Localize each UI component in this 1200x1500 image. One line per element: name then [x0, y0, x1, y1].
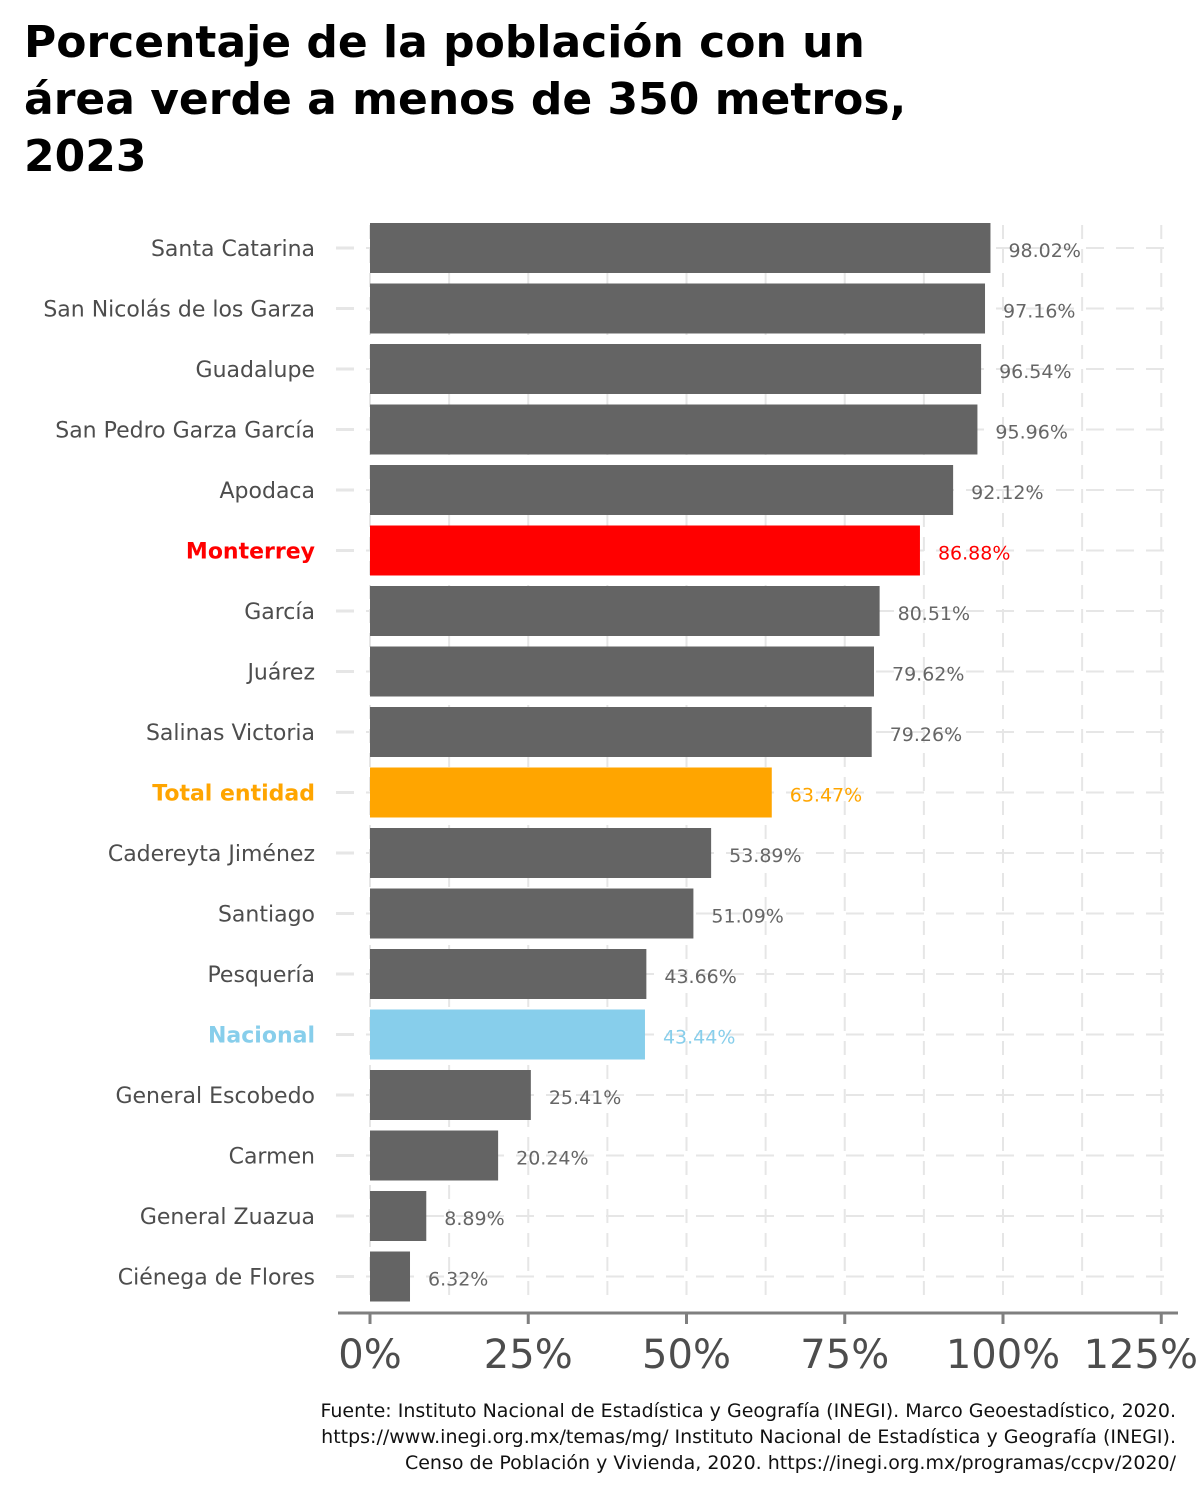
- value-label: 79.26%: [890, 724, 962, 746]
- bar: [370, 404, 978, 455]
- bar: [370, 586, 880, 636]
- bar-chart: Santa Catarina San Nicolás de los Garza Gu…: [43, 223, 1198, 1378]
- category-label: Santiago: [218, 903, 315, 928]
- bar: [370, 1070, 531, 1120]
- x-tick-label: 75%: [800, 1332, 889, 1378]
- category-label: General Escobedo: [115, 1084, 315, 1109]
- category-label: Cadereyta Jiménez: [108, 842, 315, 867]
- value-label: 86.88%: [938, 543, 1010, 565]
- category-label: Carmen: [229, 1145, 315, 1170]
- chart-title-line: Porcentaje de la población con un: [24, 17, 865, 68]
- x-axis: 0% 25% 50% 75% 100% 125%: [336, 246, 1198, 1378]
- value-label: 25.41%: [549, 1087, 621, 1109]
- x-tick-label: 25%: [484, 1332, 573, 1378]
- value-label: 6.32%: [428, 1269, 488, 1291]
- bars: [370, 223, 991, 1302]
- chart-title-line: 2023: [24, 131, 147, 182]
- category-label: General Zuazua: [140, 1205, 315, 1230]
- bar: [370, 1130, 499, 1181]
- category-label: Guadalupe: [196, 358, 315, 383]
- caption-line: Fuente: Instituto Nacional de Estadístic…: [320, 1400, 1176, 1422]
- category-label: Santa Catarina: [151, 237, 315, 262]
- value-label: 20.24%: [516, 1148, 588, 1170]
- value-label: 98.02%: [1008, 240, 1080, 262]
- bar: [370, 1191, 427, 1241]
- value-label: 96.54%: [999, 361, 1071, 383]
- category-label: San Pedro Garza García: [55, 419, 315, 444]
- x-tick-label: 100%: [946, 1332, 1060, 1378]
- category-label: San Nicolás de los Garza: [43, 298, 315, 323]
- value-label: 80.51%: [898, 603, 970, 625]
- category-label: Juárez: [245, 661, 315, 686]
- bar: [370, 1251, 411, 1302]
- bar: [370, 767, 772, 818]
- chart-title: Porcentaje de la población con un área v…: [24, 14, 1024, 185]
- category-label: Total entidad: [152, 782, 315, 807]
- category-label: Salinas Victoria: [146, 721, 315, 746]
- value-label: 53.89%: [729, 845, 801, 867]
- bar: [370, 223, 991, 273]
- x-tick-label: 125%: [1084, 1332, 1198, 1378]
- bar: [370, 707, 872, 757]
- bar: [370, 646, 874, 697]
- value-label: 79.62%: [892, 664, 964, 686]
- category-label: Pesquería: [207, 963, 315, 988]
- bar: [370, 888, 694, 939]
- caption-line: https://www.inegi.org.mx/temas/mg/ Insti…: [321, 1426, 1176, 1448]
- bar: [370, 1009, 645, 1060]
- category-labels: Santa Catarina San Nicolás de los Garza Gu…: [43, 237, 315, 1291]
- bar: [370, 344, 982, 394]
- value-label: 51.09%: [711, 906, 783, 928]
- value-label: 63.47%: [790, 785, 862, 807]
- bar: [370, 949, 647, 999]
- chart-title-line: área verde a menos de 350 metros,: [24, 74, 907, 125]
- value-label: 95.96%: [995, 422, 1067, 444]
- x-tick-label: 50%: [642, 1332, 731, 1378]
- category-label: García: [244, 600, 315, 625]
- category-label: Nacional: [208, 1024, 315, 1049]
- value-label: 97.16%: [1003, 301, 1075, 323]
- caption-line: Censo de Población y Vivienda, 2020. htt…: [404, 1452, 1176, 1474]
- value-label: 43.44%: [663, 1027, 735, 1049]
- source-caption: Fuente: Instituto Nacional de Estadístic…: [26, 1398, 1176, 1476]
- bar: [370, 525, 920, 576]
- value-label: 92.12%: [971, 482, 1043, 504]
- x-tick-label: 0%: [338, 1332, 401, 1378]
- category-label: Monterrey: [186, 540, 315, 565]
- bar: [370, 465, 954, 515]
- bar: [370, 283, 986, 334]
- category-label: Ciénega de Flores: [118, 1266, 315, 1291]
- bar: [370, 828, 712, 878]
- value-labels: 98.02% 97.16% 96.54% 95.96% 92.12% 86.88% 80.5…: [428, 240, 1081, 1291]
- category-label: Apodaca: [220, 479, 316, 504]
- value-label: 8.89%: [444, 1208, 504, 1230]
- value-label: 43.66%: [664, 966, 736, 988]
